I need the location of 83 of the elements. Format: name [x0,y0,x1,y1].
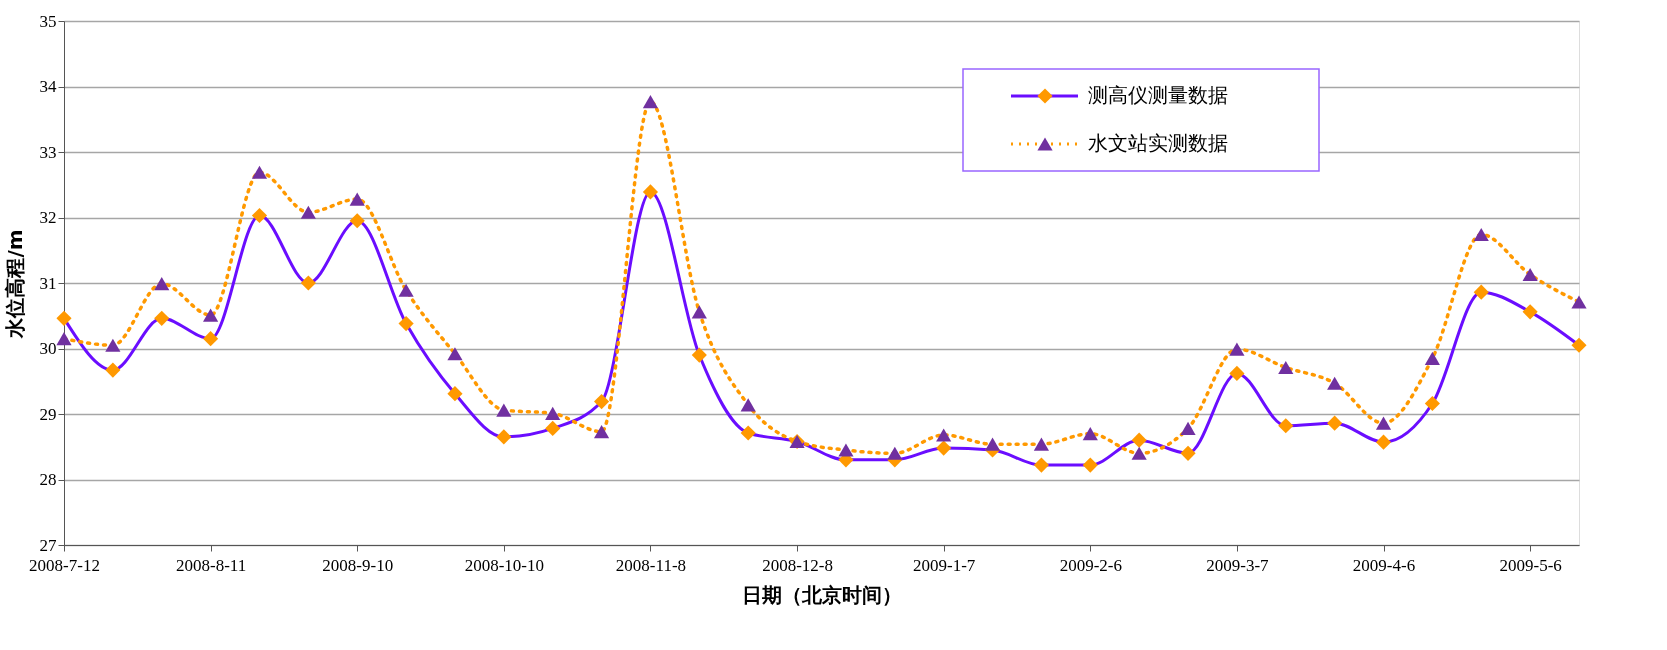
point [300,205,316,219]
y-tick-label: 35 [39,11,57,31]
point [936,440,952,456]
point [1327,376,1343,390]
x-tick-label: 2008-12-8 [762,555,833,575]
point [887,446,903,460]
point [1424,351,1440,365]
point [1473,227,1489,242]
point [594,393,610,410]
point [1229,365,1245,381]
point [398,316,414,332]
point [1571,295,1587,309]
point [642,95,659,109]
point [1180,445,1196,461]
point [349,213,365,229]
point [105,338,121,352]
x-tick-label: 2009-2-6 [1059,555,1122,575]
point [398,283,414,297]
point [1375,416,1392,430]
point [251,207,268,224]
point [496,429,512,445]
point [56,310,72,326]
x-tick-label: 2008-10-10 [464,555,544,575]
y-tick-label: 33 [39,142,57,162]
y-tick-label: 34 [39,77,57,96]
y-tick-label: 29 [39,404,57,424]
x-tick-label: 2009-3-7 [1206,555,1270,575]
point [496,403,512,417]
x-axis-title: 日期（北京时间） [742,582,902,607]
point [154,277,170,291]
y-tick-label: 32 [39,208,57,227]
point [1327,415,1343,431]
point [740,398,756,412]
point [838,443,854,457]
y-axis-title: 水位高程/m [2,229,27,339]
point [691,305,707,319]
point [154,310,170,326]
point [203,331,219,347]
y-tick-label: 27 [39,535,57,555]
point [349,192,365,206]
legend-label: 水文站实测数据 [1088,131,1228,155]
x-tick-label: 2009-1-7 [913,555,976,575]
point [1082,427,1098,441]
point [1229,342,1245,356]
y-tick-label: 31 [39,273,57,293]
point [1033,437,1049,451]
point [642,184,659,200]
x-tick-label: 2008-9-10 [322,555,394,575]
point [1571,337,1587,353]
x-tick-label: 2008-7-12 [29,555,100,575]
point [1180,421,1196,435]
point [56,332,72,346]
point [1278,418,1294,434]
point [691,347,707,363]
point [1424,395,1440,412]
point [594,425,610,439]
point [545,420,561,436]
point [740,425,756,441]
point [447,386,463,402]
point [1278,360,1294,375]
point [1033,457,1049,473]
point [1522,267,1538,282]
point [984,437,1001,451]
point [936,428,952,442]
y-tick-label: 28 [39,470,57,489]
x-tick-label: 2008-8-11 [176,555,247,575]
legend-label: 测高仪测量数据 [1088,83,1228,107]
point [251,165,268,179]
point [1131,446,1147,460]
point [1131,432,1147,448]
point [203,308,219,322]
point [1473,284,1489,300]
point [1082,457,1098,473]
x-tick-label: 2008-11-8 [615,555,687,575]
point [447,347,463,361]
y-tick-label: 30 [39,339,57,358]
point [300,275,316,291]
point [1375,434,1392,450]
x-tick-label: 2009-5-6 [1499,555,1562,575]
point [105,362,121,378]
point [545,406,561,420]
x-tick-label: 2009-4-6 [1352,555,1416,575]
point [1522,304,1538,320]
